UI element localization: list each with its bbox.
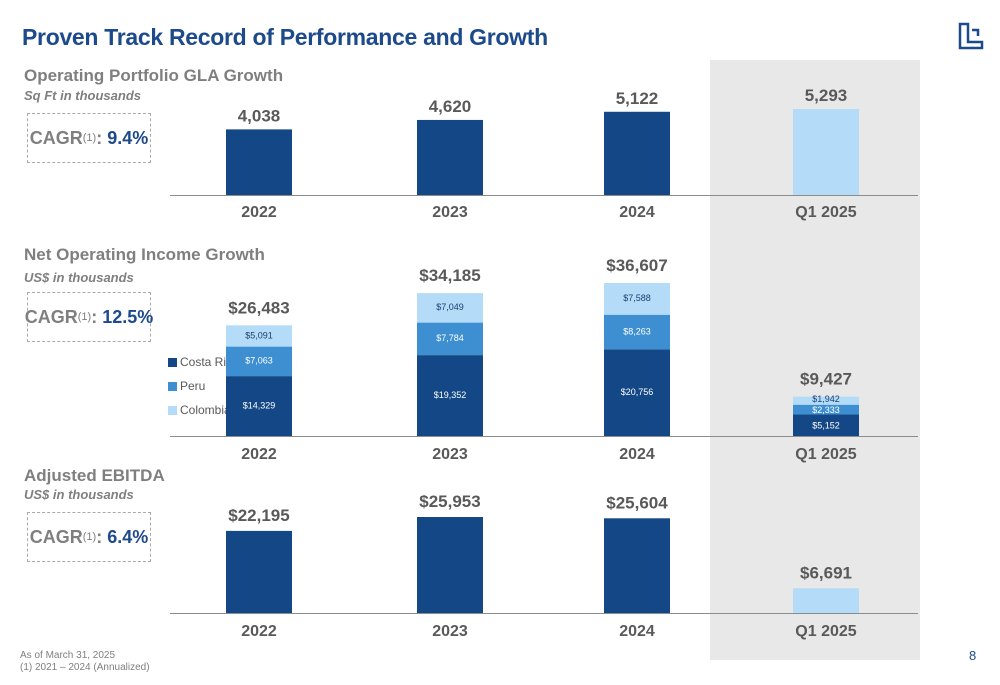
bar bbox=[417, 517, 483, 613]
ebitda-cagr-value: 6.4% bbox=[107, 526, 149, 547]
stacked-bar-segment bbox=[417, 355, 483, 436]
stacked-bar-segment bbox=[226, 325, 292, 347]
data-label: 4,038 bbox=[238, 106, 281, 125]
cagr-label: CAGR bbox=[24, 306, 78, 327]
total-label: $36,607 bbox=[606, 256, 667, 275]
building-logo-icon bbox=[958, 22, 984, 50]
data-label: 5,293 bbox=[805, 86, 848, 105]
legend-label: Peru bbox=[180, 379, 206, 393]
bar bbox=[604, 518, 670, 613]
stacked-bar-segment bbox=[226, 376, 292, 436]
ebitda-section-title: Adjusted EBITDA bbox=[24, 466, 165, 485]
noi-legend: Costa Rica Peru Colombia bbox=[168, 350, 239, 422]
segment-label: $8,263 bbox=[623, 326, 651, 336]
data-label: 5,122 bbox=[616, 89, 659, 108]
category-label: Q1 2025 bbox=[795, 204, 856, 221]
noi-cagr-value: 12.5% bbox=[102, 306, 154, 327]
bar bbox=[226, 530, 292, 613]
legend-item-costa-rica: Costa Rica bbox=[168, 350, 239, 374]
bar bbox=[793, 109, 859, 195]
stacked-bar-segment bbox=[417, 322, 483, 356]
category-label: 2023 bbox=[432, 446, 468, 463]
gla-section-title: Operating Portfolio GLA Growth bbox=[24, 66, 284, 85]
segment-label: $5,152 bbox=[812, 421, 840, 431]
bar bbox=[793, 588, 859, 613]
segment-label: $20,756 bbox=[621, 387, 654, 397]
legend-label: Colombia bbox=[180, 403, 231, 417]
cagr-footnote-mark: (1) bbox=[82, 531, 97, 543]
segment-label: $7,049 bbox=[436, 302, 464, 312]
category-label: 2024 bbox=[619, 623, 655, 640]
gla-cagr-box: CAGR (1):9.4% bbox=[27, 113, 151, 163]
legend-label: Costa Rica bbox=[180, 355, 239, 369]
segment-label: $1,942 bbox=[812, 394, 840, 404]
data-label: $6,691 bbox=[800, 563, 852, 582]
cagr-footnote-mark: (1) bbox=[82, 132, 97, 144]
bar bbox=[226, 129, 292, 195]
stacked-bar-segment bbox=[226, 346, 292, 377]
legend-swatch bbox=[168, 381, 177, 391]
category-label: 2024 bbox=[619, 204, 655, 221]
category-label: Q1 2025 bbox=[795, 623, 856, 640]
footnote-cagr: (1) 2021 – 2024 (Annualized) bbox=[20, 662, 150, 673]
segment-label: $2,333 bbox=[812, 405, 840, 415]
total-label: $9,427 bbox=[800, 370, 852, 389]
segment-label: $19,352 bbox=[434, 390, 467, 400]
stacked-bar-segment bbox=[793, 396, 859, 405]
total-label: $34,185 bbox=[419, 266, 480, 285]
cagr-label: CAGR bbox=[29, 526, 83, 547]
data-label: $22,195 bbox=[228, 506, 289, 525]
category-label: 2023 bbox=[432, 623, 468, 640]
segment-label: $14,329 bbox=[243, 400, 276, 410]
data-label: $25,604 bbox=[606, 493, 668, 512]
category-label: Q1 2025 bbox=[795, 446, 856, 463]
stacked-bar-segment bbox=[793, 404, 859, 415]
cagr-label: CAGR bbox=[29, 127, 83, 148]
data-label: 4,620 bbox=[429, 97, 472, 116]
legend-item-colombia: Colombia bbox=[168, 398, 239, 422]
gla-section-subtitle: Sq Ft in thousands bbox=[24, 88, 141, 103]
segment-label: $7,063 bbox=[245, 356, 273, 366]
bar bbox=[604, 111, 670, 195]
category-label: 2024 bbox=[619, 446, 655, 463]
category-label: 2022 bbox=[241, 204, 277, 221]
cagr-footnote-mark: (1) bbox=[77, 311, 92, 323]
stacked-bar-segment bbox=[417, 293, 483, 323]
bar bbox=[417, 119, 483, 195]
legend-item-peru: Peru bbox=[168, 374, 239, 398]
stacked-bar-segment bbox=[793, 414, 859, 436]
category-label: 2022 bbox=[241, 446, 277, 463]
legend-swatch bbox=[168, 405, 177, 415]
page-title: Proven Track Record of Performance and G… bbox=[22, 24, 548, 50]
segment-label: $7,588 bbox=[623, 293, 651, 303]
category-label: 2023 bbox=[432, 204, 468, 221]
total-label: $26,483 bbox=[228, 298, 289, 317]
noi-section-title: Net Operating Income Growth bbox=[24, 245, 265, 264]
segment-label: $7,784 bbox=[436, 333, 464, 343]
ebitda-cagr-box: CAGR (1):6.4% bbox=[27, 512, 151, 562]
stacked-bar-segment bbox=[604, 283, 670, 315]
noi-cagr-box: CAGR (1):12.5% bbox=[24, 292, 154, 342]
gla-cagr-value: 9.4% bbox=[107, 127, 149, 148]
segment-label: $5,091 bbox=[245, 330, 273, 340]
noi-section-subtitle: US$ in thousands bbox=[24, 270, 134, 285]
footnote-date: As of March 31, 2025 bbox=[20, 650, 116, 661]
stacked-bar-segment bbox=[604, 314, 670, 350]
data-label: $25,953 bbox=[419, 492, 480, 511]
footnotes: As of March 31, 2025 (1) 2021 – 2024 (An… bbox=[20, 650, 150, 674]
stacked-bar-segment bbox=[604, 349, 670, 436]
legend-swatch bbox=[168, 357, 177, 367]
category-label: 2022 bbox=[241, 623, 277, 640]
ebitda-section-subtitle: US$ in thousands bbox=[24, 487, 134, 502]
page-number: 8 bbox=[969, 648, 977, 663]
